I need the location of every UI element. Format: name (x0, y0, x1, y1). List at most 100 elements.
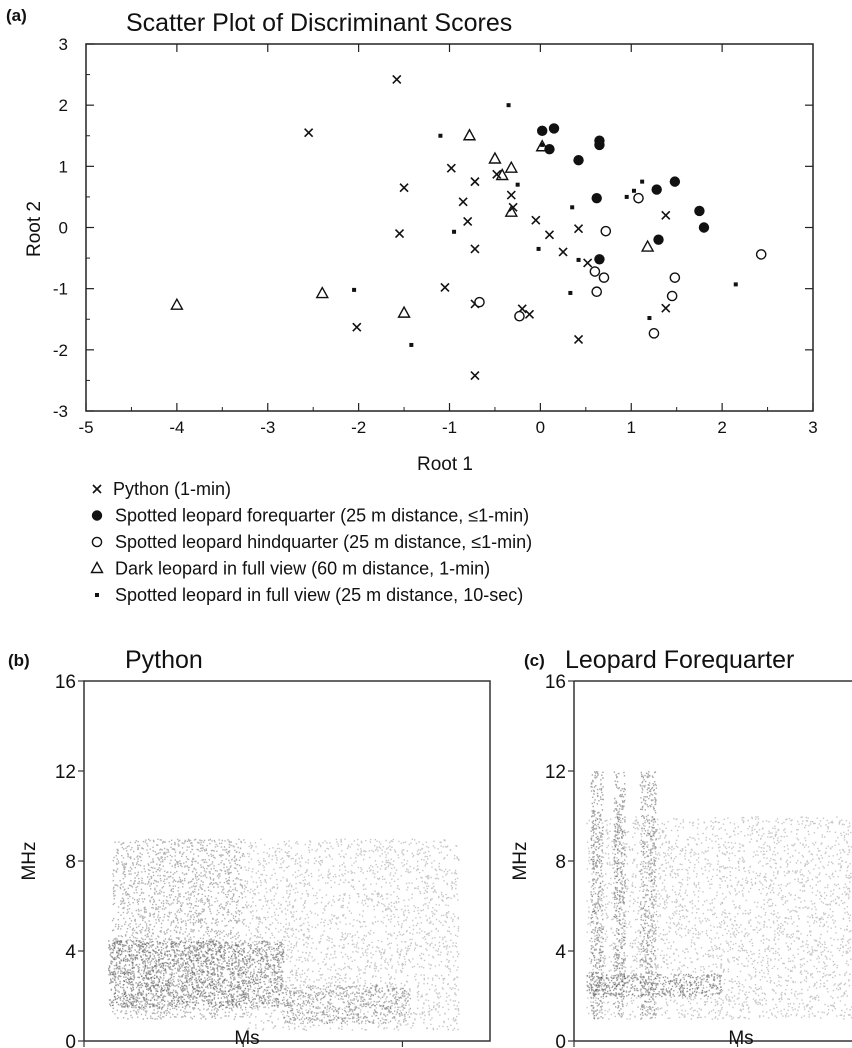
panel-a-legend: Python (1-min) Spotted leopard forequarte… (90, 479, 532, 605)
data-point-filled-circle (694, 205, 705, 217)
data-point-x (470, 370, 480, 381)
data-point-x (458, 197, 468, 207)
data-point-filled-circle (594, 139, 605, 151)
data-point-x (446, 163, 456, 173)
y-tick-label: 0 (555, 1032, 566, 1048)
y-tick-label: -3 (53, 402, 68, 421)
x-tick-label: -2 (351, 418, 366, 437)
spectral-energy-region (590, 771, 604, 1020)
data-point-filled-circle (573, 155, 584, 166)
panel-c-title: Leopard Forequarter (565, 646, 794, 674)
y-tick-label: 8 (65, 852, 76, 873)
data-point-filled-circle (536, 125, 548, 137)
y-tick-label: 8 (555, 852, 566, 873)
y-tick-label: -2 (53, 341, 68, 360)
data-point-small-square (452, 229, 457, 234)
legend-marker-filled-circle (91, 510, 103, 521)
data-point-filled-circle (594, 254, 605, 265)
data-point-open-triangle (488, 151, 502, 164)
data-point-x (531, 215, 541, 225)
data-point-open-triangle (462, 128, 477, 141)
data-point-x (583, 258, 593, 268)
data-point-x (492, 169, 502, 179)
data-point-x (463, 216, 473, 226)
panel-a-scatter: (a) Scatter Plot of Discriminant Scores … (6, 6, 818, 605)
data-point-open-circle (598, 272, 610, 283)
data-point-small-square (733, 282, 738, 287)
legend-marker-open-triangle (90, 561, 104, 574)
data-point-x (392, 74, 402, 85)
y-tick-label: 12 (55, 762, 76, 783)
data-point-open-circle (633, 192, 644, 204)
data-point-small-square (624, 194, 629, 199)
x-tick-label: 0 (536, 418, 545, 437)
data-point-x (661, 210, 671, 220)
data-point-open-triangle (315, 286, 329, 299)
data-point-open-circle (666, 290, 678, 302)
panel-c-xlabel: Ms (728, 1028, 753, 1048)
legend-entry-label: Dark leopard in full view (60 m distance… (115, 559, 490, 579)
data-point-small-square (352, 287, 357, 292)
x-tick-label: 1 (627, 418, 636, 437)
panel-b-spectrogram-image (108, 838, 460, 1031)
data-point-x (470, 244, 480, 254)
data-point-open-circle (591, 286, 603, 298)
data-point-filled-circle (698, 222, 710, 233)
data-point-filled-circle (669, 176, 681, 187)
panel-a-points (170, 74, 767, 381)
data-point-x (304, 128, 314, 138)
panel-a-ylabel: Root 2 (24, 201, 45, 257)
data-point-x (352, 322, 362, 332)
panel-a-ticks: -5 -4 -3 -2 -1 0 1 2 3 -3 -2 -1 0 1 2 3 (53, 35, 818, 437)
y-tick-label: 0 (59, 219, 68, 238)
x-tick-label: -5 (78, 418, 93, 437)
y-tick-label: -1 (53, 280, 68, 299)
data-point-open-circle (600, 225, 612, 237)
y-tick-label: 3 (59, 35, 68, 54)
y-tick-label: 4 (65, 942, 76, 963)
data-point-x (440, 282, 450, 293)
data-point-small-square (536, 246, 541, 251)
panel-c-ylabel: MHz (510, 841, 531, 880)
legend-entry-label: Spotted leopard hindquarter (25 m distan… (115, 532, 532, 552)
data-point-x (573, 224, 584, 234)
data-point-x (506, 190, 516, 200)
legend-entry-label: Spotted leopard in full view (25 m dista… (115, 585, 523, 605)
y-tick-label: 16 (545, 672, 566, 693)
data-point-open-triangle (495, 168, 509, 181)
spectral-energy-region (639, 771, 658, 1020)
data-point-open-circle (755, 249, 767, 260)
panel-c-ticks: 02000481216 (545, 672, 739, 1048)
y-tick-label: 16 (55, 672, 76, 693)
x-tick-label: 2 (717, 418, 726, 437)
data-point-small-square (640, 179, 645, 184)
panel-b-spectrogram: (b) Python 02004000481216 Ms MHz (8, 646, 491, 1048)
data-point-small-square (631, 188, 636, 193)
y-tick-label: 1 (59, 157, 68, 176)
data-point-x (399, 183, 409, 193)
legend-marker-small-square (95, 593, 99, 597)
data-point-open-triangle (397, 305, 411, 318)
spectral-energy-region (613, 771, 626, 1018)
data-point-x (508, 202, 518, 212)
data-point-small-square (647, 316, 652, 321)
y-tick-label: 12 (545, 762, 566, 783)
legend-marker-open-circle (91, 536, 103, 548)
y-tick-label: 2 (59, 96, 68, 115)
data-point-open-triangle (535, 139, 549, 152)
panel-a-title: Scatter Plot of Discriminant Scores (126, 9, 512, 37)
data-point-small-square (568, 290, 573, 295)
data-point-small-square (576, 257, 581, 262)
legend-entry-label: Python (1-min) (113, 479, 231, 499)
data-point-small-square (438, 133, 443, 138)
data-point-small-square (409, 342, 414, 347)
x-tick-label: 3 (808, 418, 817, 437)
data-point-open-triangle (640, 239, 655, 252)
data-point-filled-circle (591, 192, 602, 204)
x-tick-label: -1 (442, 418, 457, 437)
spectral-energy-region (243, 838, 460, 1031)
panel-c-spectrogram: (c) Leopard Forequarter 02000481216 Ms M… (510, 646, 852, 1048)
data-point-small-square (515, 182, 520, 187)
panel-b-title: Python (125, 646, 203, 674)
data-point-open-circle (474, 296, 485, 308)
